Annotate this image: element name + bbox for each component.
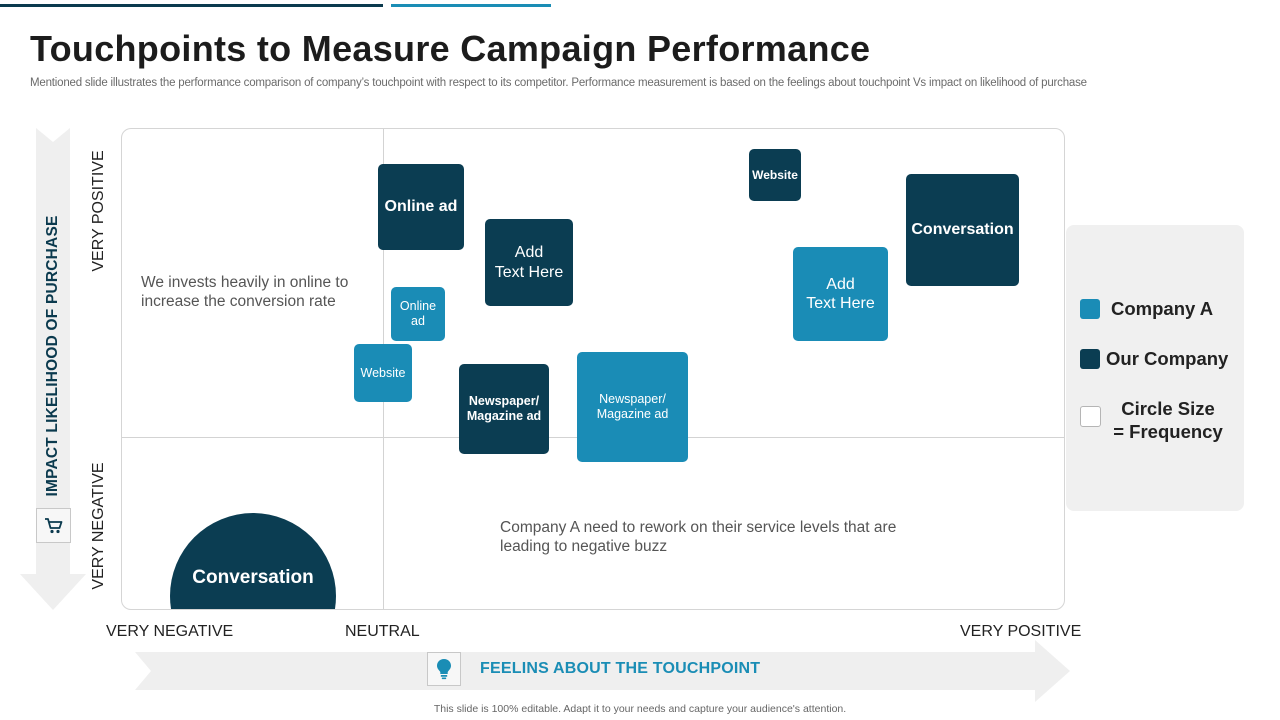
touchpoint-matrix: We invests heavily in online to increase… [121,128,1065,610]
legend-swatch-circle-size [1080,406,1101,427]
lightbulb-icon [427,652,461,686]
our-company-conversation: Conversation [906,174,1019,286]
y-axis-label-very-negative: VERY NEGATIVE [90,462,107,590]
slide-title: Touchpoints to Measure Campaign Performa… [30,28,871,69]
horizontal-axis-arrow [135,640,1070,702]
y-axis-title: IMPACT LIKELIHOOD OF PURCHASE [44,215,61,497]
vertical-axis-arrow [20,128,86,610]
x-axis-label-very-negative: VERY NEGATIVE [106,623,234,640]
legend-size-line-2: = Frequency [1113,421,1223,442]
note-service-line-1: Company A need to rework on their servic… [500,519,897,536]
top-accent-bar-dark [0,4,383,7]
our-company-newspaper-magazine-ad: Newspaper/ Magazine ad [459,364,549,454]
slide-footer: This slide is 100% editable. Adapt it to… [433,703,847,715]
legend-item-circle-size [1080,406,1101,427]
note-online-line-2: increase the conversion rate [141,293,336,310]
shopping-cart-icon [36,508,71,543]
top-accent-bar-light [391,4,551,7]
company-a-online-ad: Online ad [391,287,445,341]
company-a-newspaper-magazine-ad: Newspaper/ Magazine ad [577,352,688,462]
legend-label-our-company: Our Company [1106,348,1229,369]
legend-label-circle-size: Circle Size = Frequency [1104,397,1232,443]
x-axis-title: FEELINS ABOUT THE TOUCHPOINT [480,660,761,677]
legend-size-line-1: Circle Size [1121,398,1215,419]
x-axis-label-very-positive: VERY POSITIVE [960,623,1082,640]
y-axis-label-very-positive: VERY POSITIVE [90,150,107,272]
legend-item-company-a: Company A [1080,298,1213,320]
company-a-add-text: Add Text Here [793,247,888,341]
note-service-levels: Company A need to rework on their servic… [500,518,896,556]
legend-swatch-our-company [1080,349,1100,369]
note-service-line-2: leading to negative buzz [500,538,668,555]
slide-subtitle: Mentioned slide illustrates the performa… [30,77,1087,89]
our-company-add-text: Add Text Here [485,219,573,306]
legend-item-our-company: Our Company [1080,348,1228,370]
our-company-website: Website [749,149,801,201]
legend-label-company-a: Company A [1111,298,1214,319]
legend-swatch-company-a [1080,299,1100,319]
our-company-online-ad: Online ad [378,164,464,250]
our-company-conversation-circle: Conversation [170,513,336,609]
x-axis-label-neutral: NEUTRAL [345,623,420,640]
note-online-investment: We invests heavily in online to increase… [141,273,348,311]
note-online-line-1: We invests heavily in online to [141,274,349,291]
company-a-website: Website [354,344,412,402]
